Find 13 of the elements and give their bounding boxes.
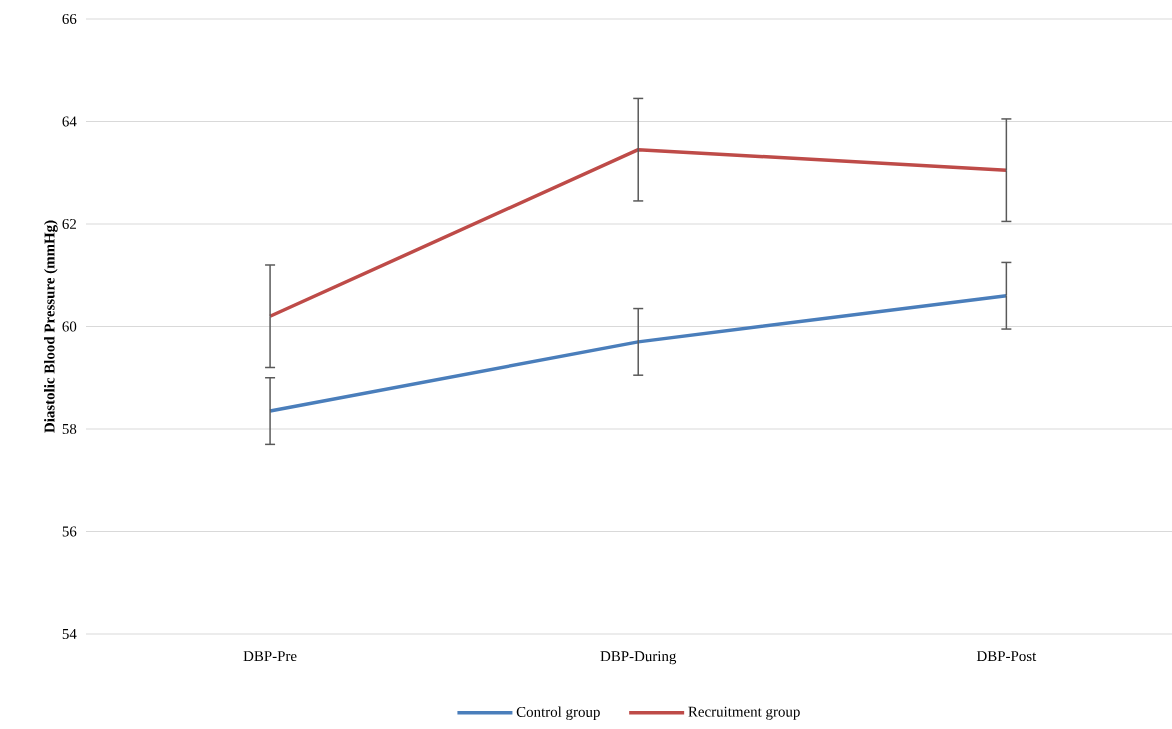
legend-label: Recruitment group	[688, 706, 800, 720]
x-tick-label: DBP-Pre	[243, 651, 297, 662]
y-tick-label: 56	[62, 526, 77, 537]
y-axis-title: Diastolic Blood Pressure (mmHg)	[44, 220, 58, 433]
y-tick-label: 66	[62, 13, 77, 25]
x-tick-label: DBP-During	[600, 651, 677, 665]
y-tick-label: 54	[62, 629, 77, 639]
y-tick-label: 58	[62, 423, 77, 435]
x-tick-label: DBP-Post	[976, 651, 1037, 662]
y-tick-label: 62	[62, 218, 76, 230]
y-tick-label: 60	[62, 321, 77, 332]
legend-label: Control group	[516, 706, 600, 721]
y-tick-label: 64	[62, 116, 77, 127]
